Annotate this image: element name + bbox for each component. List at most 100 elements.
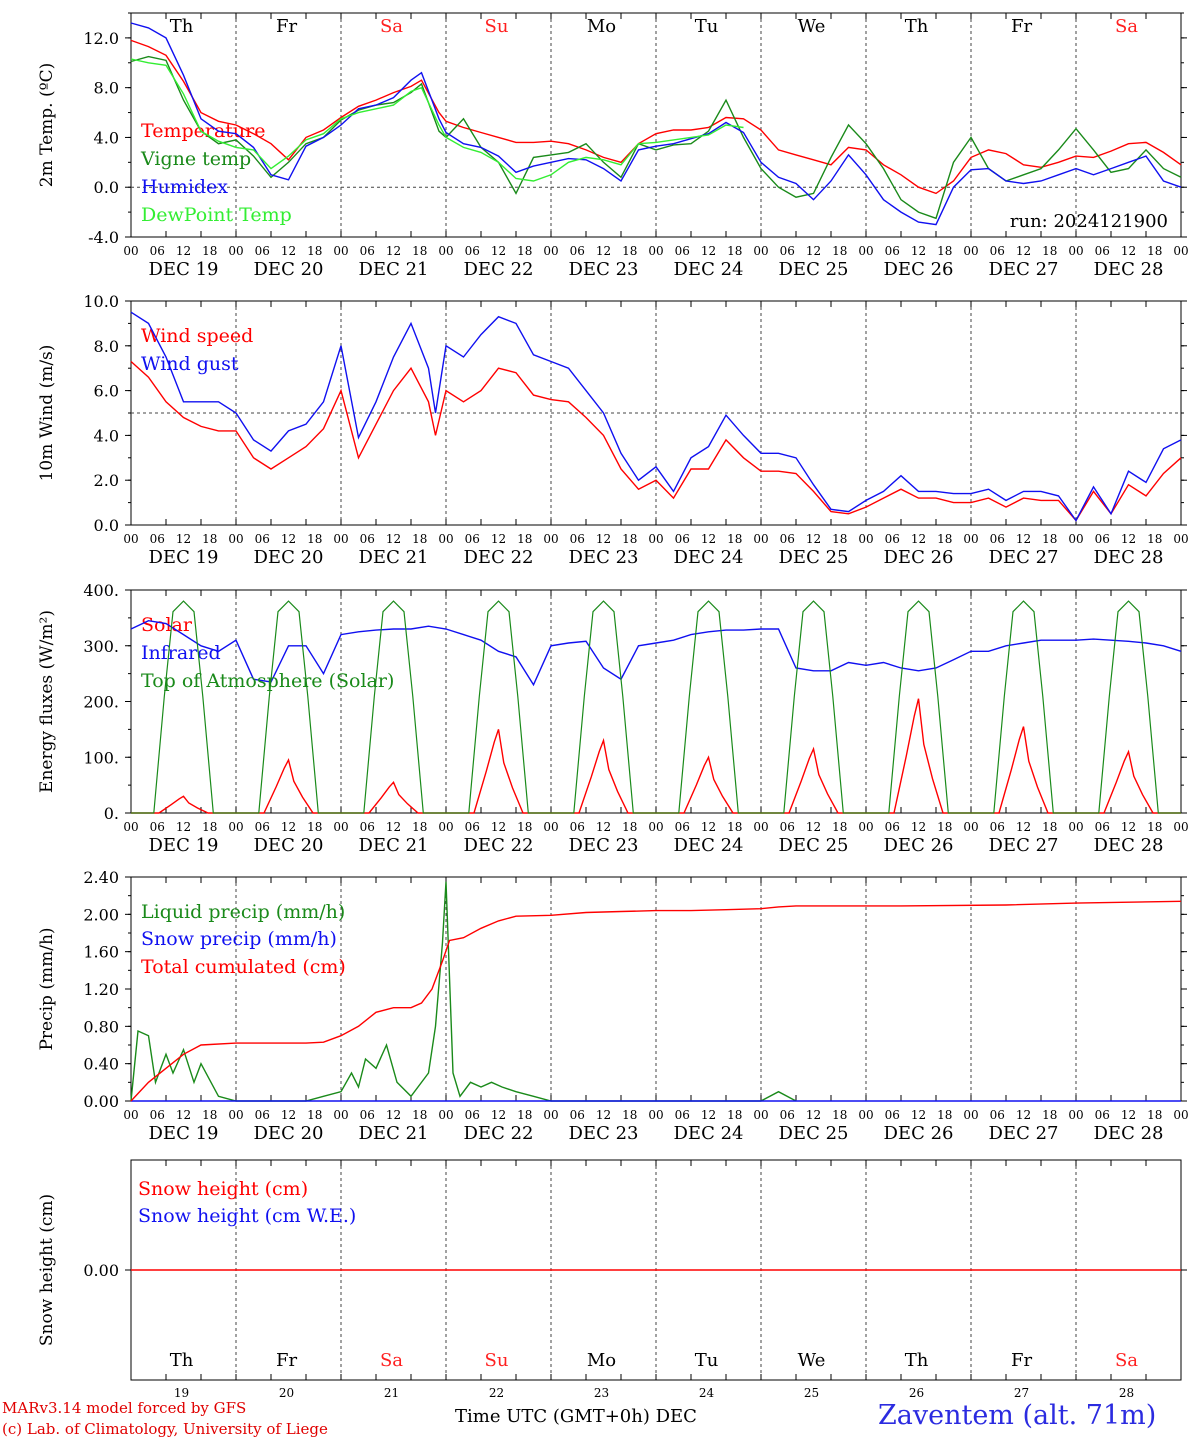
x-tick-label: 06 xyxy=(255,244,270,258)
legend-entry: Liquid precip (mm/h) xyxy=(141,901,345,923)
y-tick-label: 0.00 xyxy=(83,1092,119,1111)
x-tick-label: 00 xyxy=(963,820,978,834)
x-tick-label: 00 xyxy=(438,244,453,258)
x-tick-label: 00 xyxy=(333,820,348,834)
x-tick-label: 00 xyxy=(1173,244,1188,258)
x-tick-label: 06 xyxy=(570,1108,585,1122)
y-tick-label: 2.40 xyxy=(83,868,119,887)
day-number-label: 23 xyxy=(594,1386,609,1400)
weekday-label-top: Fr xyxy=(276,16,297,37)
x-tick-label: 12 xyxy=(1016,244,1031,258)
day-date-label: DEC 26 xyxy=(884,1123,954,1144)
x-tick-label: 06 xyxy=(780,532,795,546)
legend-entry: Wind speed xyxy=(141,325,253,347)
day-date-label: DEC 19 xyxy=(149,1123,219,1144)
x-axis-title: Time UTC (GMT+0h) DEC xyxy=(455,1406,697,1427)
x-tick-label: 06 xyxy=(465,1108,480,1122)
x-tick-label: 06 xyxy=(255,820,270,834)
legend-entry: Top of Atmosphere (Solar) xyxy=(141,670,394,692)
day-date-label: DEC 21 xyxy=(359,1123,429,1144)
y-tick-label: 0.0 xyxy=(94,516,119,535)
y-tick-label: 4.0 xyxy=(94,426,119,445)
series-line-dewpoint-temp xyxy=(130,58,744,182)
x-tick-label: 06 xyxy=(780,1108,795,1122)
x-tick-label: 18 xyxy=(517,532,532,546)
x-tick-label: 12 xyxy=(386,820,401,834)
weekday-label-top: Th xyxy=(170,16,194,37)
day-date-label: DEC 19 xyxy=(149,835,219,856)
x-tick-label: 18 xyxy=(622,244,637,258)
x-tick-label: 00 xyxy=(333,532,348,546)
x-tick-label: 06 xyxy=(570,532,585,546)
x-tick-label: 18 xyxy=(307,820,322,834)
x-tick-label: 00 xyxy=(753,820,768,834)
x-tick-label: 18 xyxy=(412,532,427,546)
x-tick-label: 12 xyxy=(176,820,191,834)
day-date-label: DEC 23 xyxy=(569,1123,639,1144)
x-tick-label: 06 xyxy=(360,244,375,258)
x-tick-label: 06 xyxy=(1095,1108,1110,1122)
y-tick-label: 300. xyxy=(83,637,119,656)
y-tick-label: 0.0 xyxy=(94,178,119,197)
day-date-label: DEC 27 xyxy=(989,1123,1059,1144)
y-tick-label: 0. xyxy=(104,804,119,823)
x-tick-label: 18 xyxy=(1147,244,1162,258)
x-tick-label: 06 xyxy=(465,820,480,834)
day-date-label: DEC 25 xyxy=(779,835,849,856)
y-tick-label: 1.20 xyxy=(83,980,119,999)
day-date-label: DEC 23 xyxy=(569,259,639,280)
x-tick-label: 18 xyxy=(832,820,847,834)
x-tick-label: 18 xyxy=(1147,820,1162,834)
day-number-label: 27 xyxy=(1014,1386,1029,1400)
x-tick-label: 00 xyxy=(648,532,663,546)
day-number-label: 20 xyxy=(279,1386,294,1400)
weekday-label-top: Th xyxy=(905,16,929,37)
x-tick-label: 12 xyxy=(911,820,926,834)
y-axis-label: 2m Temp. (ºC) xyxy=(37,63,57,188)
x-tick-label: 18 xyxy=(727,820,742,834)
weekday-label-top: Mo xyxy=(587,16,616,37)
day-date-label: DEC 24 xyxy=(674,1123,744,1144)
x-tick-label: 00 xyxy=(228,820,243,834)
x-tick-label: 12 xyxy=(386,244,401,258)
x-tick-label: 00 xyxy=(1068,820,1083,834)
x-tick-label: 06 xyxy=(780,244,795,258)
weekday-label-bottom: Mo xyxy=(587,1350,616,1371)
x-tick-label: 06 xyxy=(465,532,480,546)
x-tick-label: 12 xyxy=(911,532,926,546)
x-tick-label: 18 xyxy=(1042,532,1057,546)
x-tick-label: 06 xyxy=(675,244,690,258)
x-tick-label: 06 xyxy=(675,820,690,834)
x-tick-label: 06 xyxy=(1095,820,1110,834)
x-tick-label: 12 xyxy=(1121,532,1136,546)
x-tick-label: 18 xyxy=(622,1108,637,1122)
legend-entry: Infrared xyxy=(141,642,221,664)
x-tick-label: 06 xyxy=(885,532,900,546)
x-tick-label: 00 xyxy=(648,244,663,258)
x-tick-label: 12 xyxy=(1016,820,1031,834)
x-tick-label: 00 xyxy=(123,820,138,834)
weekday-label-top: Sa xyxy=(1115,16,1138,37)
day-number-label: 24 xyxy=(699,1386,715,1400)
x-tick-label: 00 xyxy=(963,244,978,258)
day-date-label: DEC 26 xyxy=(884,835,954,856)
day-date-label: DEC 20 xyxy=(254,547,324,568)
x-tick-label: 00 xyxy=(333,244,348,258)
x-tick-label: 12 xyxy=(386,1108,401,1122)
weekday-label-bottom: Su xyxy=(485,1350,509,1371)
x-tick-label: 18 xyxy=(202,532,217,546)
x-tick-label: 18 xyxy=(307,244,322,258)
x-tick-label: 18 xyxy=(727,1108,742,1122)
x-tick-label: 06 xyxy=(1095,532,1110,546)
weekday-label-bottom: Tu xyxy=(695,1350,719,1371)
x-tick-label: 06 xyxy=(780,820,795,834)
y-axis-label: 10m Wind (m/s) xyxy=(37,345,57,482)
x-tick-label: 06 xyxy=(885,820,900,834)
weekday-label-bottom: Sa xyxy=(380,1350,403,1371)
x-tick-label: 06 xyxy=(150,532,165,546)
x-tick-label: 12 xyxy=(491,532,506,546)
y-tick-label: 0.00 xyxy=(83,1261,119,1280)
